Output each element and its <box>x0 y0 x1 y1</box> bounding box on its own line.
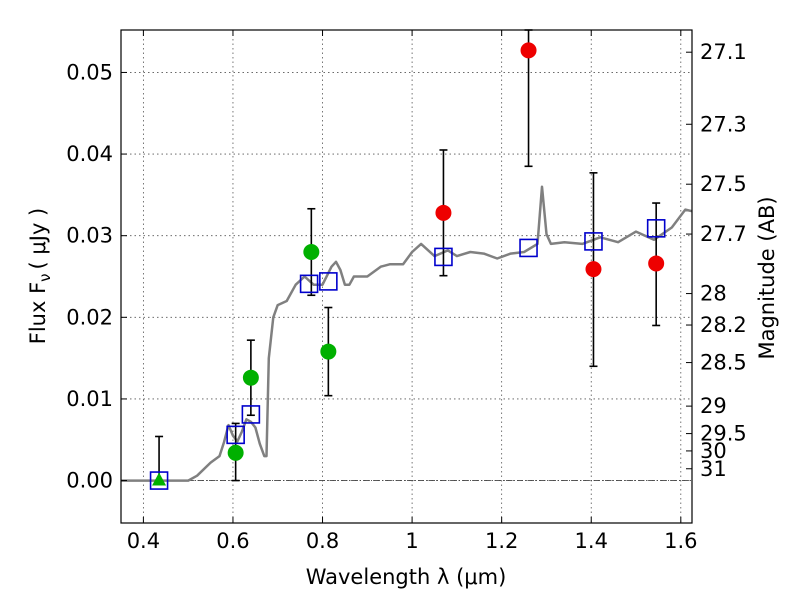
model-bandpass-square <box>319 272 338 291</box>
model-bandpass-squares <box>149 219 666 490</box>
magnitude-tick-label: 27.7 <box>700 222 747 246</box>
y-tick-label: 0.01 <box>66 387 113 411</box>
magnitude-tick-label: 29.5 <box>700 422 747 446</box>
red-detection-point <box>520 42 537 59</box>
x-tick-label: 1.6 <box>664 529 697 553</box>
magnitude-tick-label: 30 <box>700 439 727 463</box>
y-tick-label: 0.03 <box>66 224 113 248</box>
y-axis-title-sub: ν <box>36 273 54 281</box>
model-spectrum-line <box>121 185 693 482</box>
x-tick-label: 0.6 <box>216 529 249 553</box>
x-tick-label: 0.4 <box>127 529 160 553</box>
x-axis-ticks: 0.4 0.6 0.8 1 1.2 1.4 1.6 <box>127 30 698 553</box>
y-tick-label: 0.00 <box>66 469 113 493</box>
model-bandpass-square <box>646 219 666 238</box>
model-bandpass-square <box>226 425 245 445</box>
y-tick-label: 0.04 <box>66 142 113 166</box>
green-detection-points <box>152 244 337 486</box>
model-bandpass-square <box>241 405 261 424</box>
magnitude-tick-label: 28 <box>700 282 727 306</box>
red-detection-point <box>648 255 665 272</box>
grid-lines <box>121 30 692 523</box>
error-bars <box>155 29 661 482</box>
magnitude-tick-label: 27.3 <box>700 112 747 136</box>
green-detection-point <box>303 244 320 261</box>
plot-area <box>121 29 693 490</box>
magnitude-tick-label: 27.5 <box>700 172 747 196</box>
green-upper-limit-triangle <box>152 472 167 486</box>
red-detection-point <box>435 204 452 221</box>
model-bandpass-square <box>519 238 538 258</box>
green-detection-point <box>242 369 259 386</box>
model-bandpass-square <box>584 232 603 251</box>
y-tick-label: 0.05 <box>66 60 113 84</box>
model-bandpass-square <box>149 471 169 490</box>
magnitude-tick-label: 29 <box>700 394 727 418</box>
y-axis-title-main: Flux F <box>26 282 50 344</box>
red-detection-point <box>585 261 602 278</box>
x-tick-label: 1.4 <box>575 529 608 553</box>
magnitude-tick-label: 28.5 <box>700 351 747 375</box>
plot-frame <box>120 29 693 524</box>
y-tick-label: 0.02 <box>66 305 113 329</box>
y2-axis-title: Magnitude (AB) <box>755 196 779 359</box>
x-tick-label: 1.2 <box>485 529 518 553</box>
green-detection-point <box>227 444 244 461</box>
x-axis-title: Wavelength λ (μm) <box>306 565 507 589</box>
green-detection-point <box>320 343 337 360</box>
y-axis-title-unit: ( μJy ) <box>26 208 50 270</box>
magnitude-tick-label: 31 <box>700 457 727 481</box>
y-axis-title: Flux Fν ( μJy ) <box>26 208 54 345</box>
magnitude-tick-label: 27.1 <box>700 40 747 64</box>
y-axis-ticks: 0.00 0.01 0.02 0.03 0.04 0.05 <box>66 60 127 493</box>
model-bandpass-square <box>299 274 319 294</box>
red-detection-points <box>435 42 665 278</box>
magnitude-tick-label: 28.2 <box>700 313 747 337</box>
model-bandpass-square <box>434 247 453 267</box>
x-tick-label: 0.8 <box>306 529 339 553</box>
x-tick-label: 1 <box>405 529 418 553</box>
